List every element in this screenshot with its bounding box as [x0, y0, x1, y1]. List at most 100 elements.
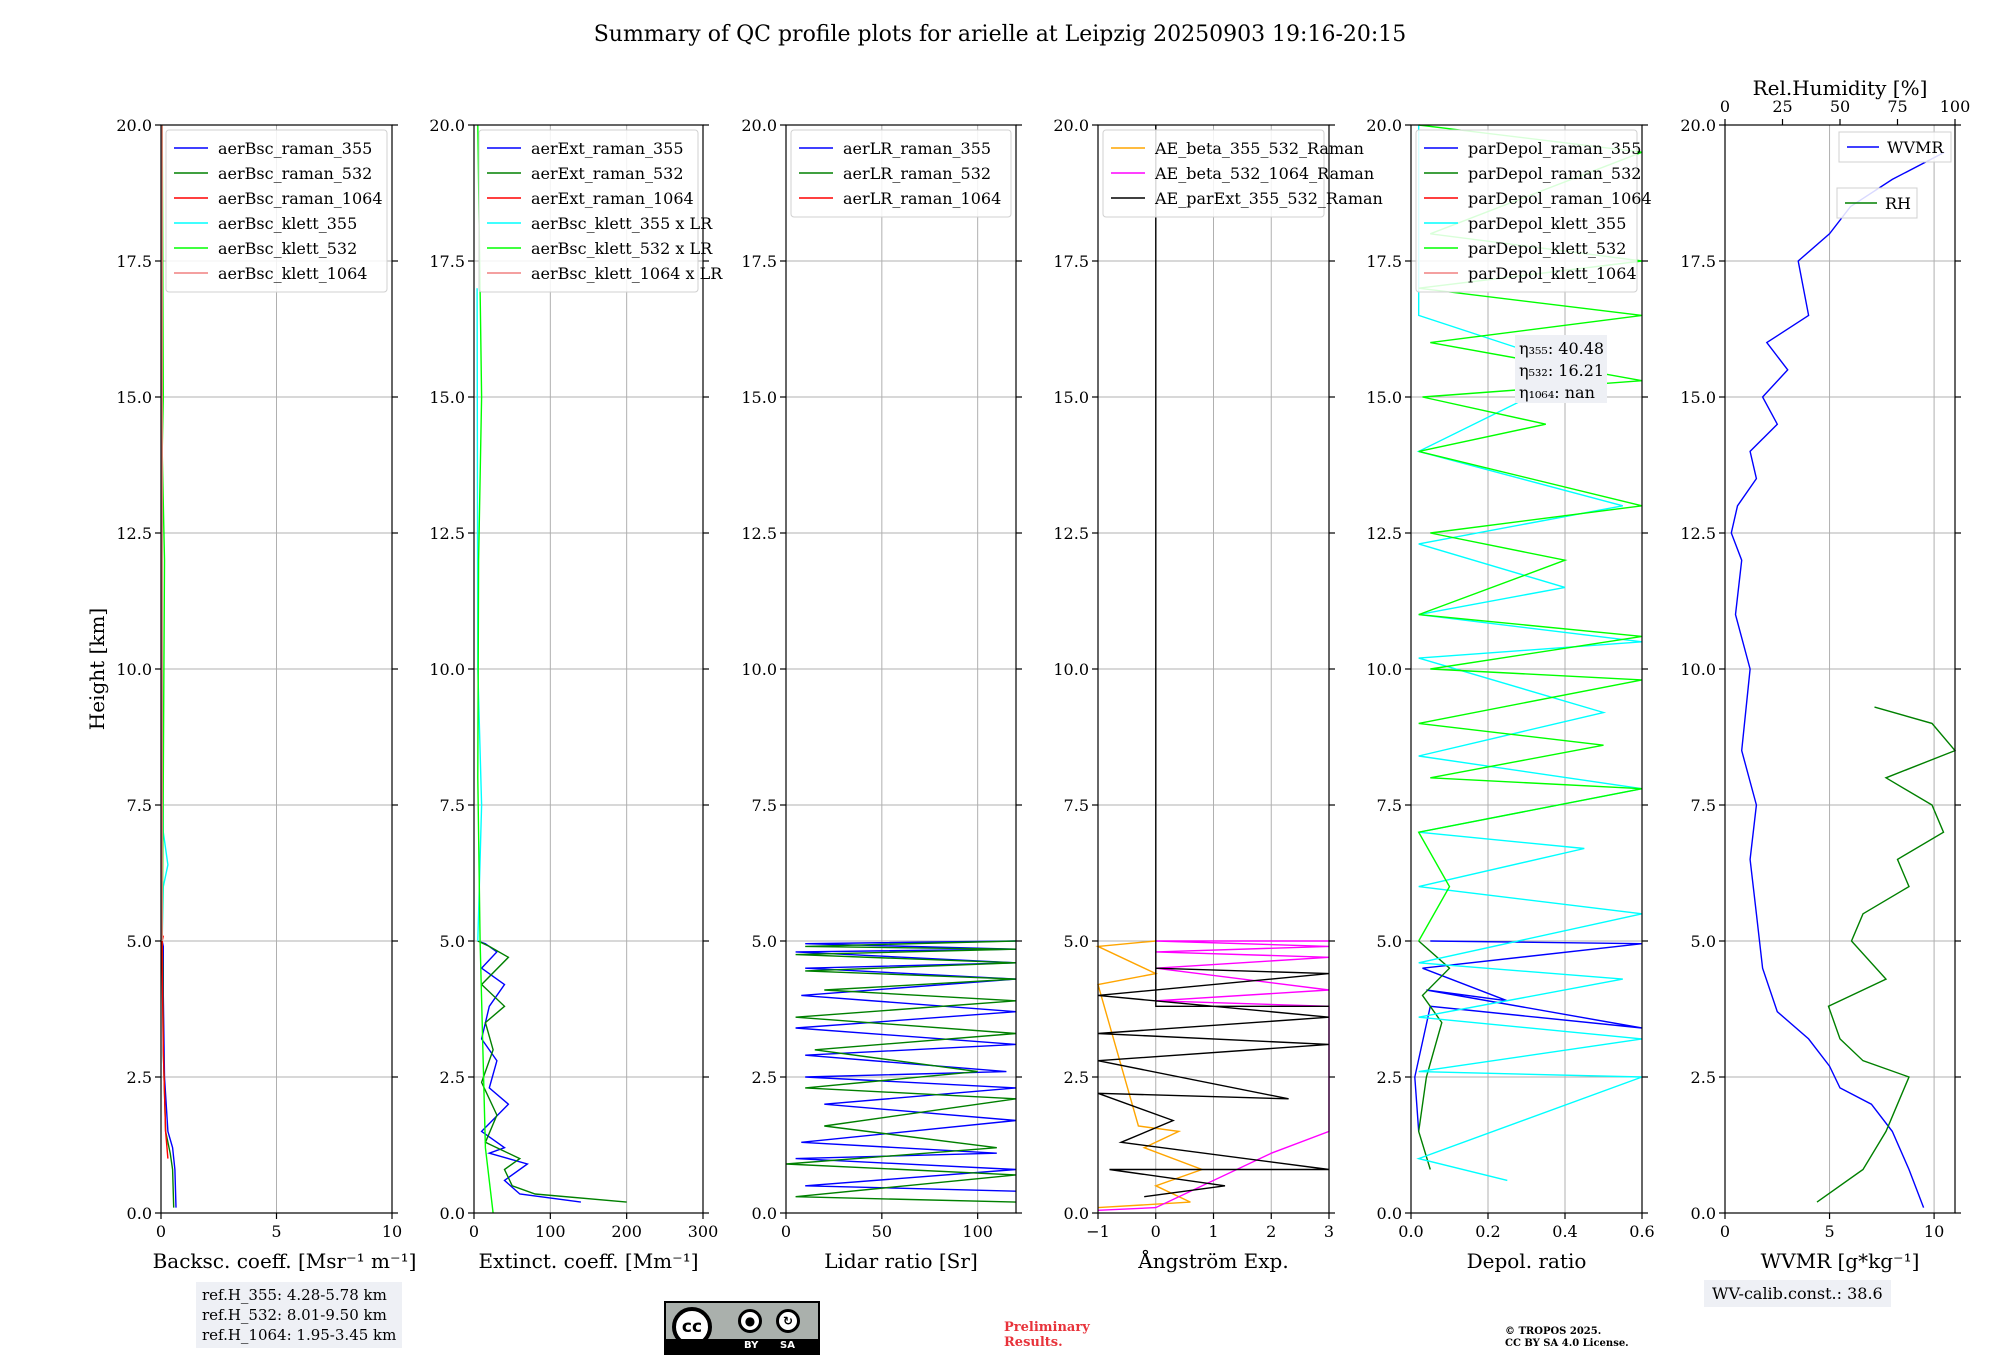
ytick-label: 5.0	[1064, 932, 1089, 951]
ytick-label: 12.5	[741, 524, 777, 543]
series-RH	[1816, 706, 1957, 1203]
ytick-label: 0.0	[752, 1204, 777, 1223]
panel-lr	[780, 124, 1022, 1219]
ref-height-355: ref.H_355: 4.28-5.78 km	[202, 1286, 387, 1304]
legend-label: parDepol_raman_355	[1468, 139, 1641, 158]
series-WVMR	[1730, 151, 1945, 1208]
annotation-eta: η₅₃₂: 16.21	[1519, 361, 1604, 380]
xaxis-label: Ångström Exp.	[1137, 1248, 1288, 1273]
ytick-label: 0.0	[1064, 1204, 1089, 1223]
ytick-label: 7.5	[1377, 796, 1402, 815]
legend-label: AE_beta_532_1064_Raman	[1154, 164, 1374, 183]
xaxis-label: WVMR [g*kg⁻¹]	[1761, 1249, 1920, 1273]
ytick-label: 2.5	[1064, 1068, 1089, 1087]
x2tick-label: 75	[1887, 97, 1907, 116]
ytick-label: 15.0	[116, 388, 152, 407]
ytick-label: 0.0	[1377, 1204, 1402, 1223]
xtick-label: 10	[382, 1222, 402, 1241]
legend-label: aerBsc_raman_532	[218, 164, 372, 183]
yaxis-label: Height [km]	[85, 608, 109, 730]
ytick-label: 12.5	[429, 524, 465, 543]
series-aerBsc_klett_532	[161, 124, 166, 942]
legend-label: aerBsc_klett_355	[218, 214, 357, 233]
annotation-eta: η₃₅₅: 40.48	[1519, 339, 1604, 358]
legend-label: WVMR	[1887, 138, 1944, 157]
preliminary-line-1: Preliminary	[1004, 1320, 1090, 1335]
legend-label: aerExt_raman_1064	[531, 189, 694, 208]
ytick-label: 15.0	[1053, 388, 1089, 407]
ytick-label: 17.5	[1366, 252, 1402, 271]
xtick-label: 1	[1208, 1222, 1218, 1241]
xtick-label: 0	[1720, 1222, 1730, 1241]
ytick-label: 10.0	[1053, 660, 1089, 679]
series-aerLR_raman_532	[785, 940, 1017, 1203]
ytick-label: 15.0	[741, 388, 777, 407]
share-alike-icon: ↻	[776, 1309, 800, 1333]
legend-label: aerBsc_raman_1064	[218, 189, 383, 208]
ytick-label: 0.0	[440, 1204, 465, 1223]
annotation-box	[1515, 335, 1607, 403]
ytick-label: 12.5	[116, 524, 152, 543]
x2tick-label: 0	[1720, 97, 1730, 116]
series-AE_beta_355_532_Raman	[1095, 940, 1205, 1209]
xtick-label: 100	[962, 1222, 993, 1241]
xtick-label: −1	[1086, 1222, 1110, 1241]
ytick-label: 15.0	[429, 388, 465, 407]
legend-label: aerBsc_klett_1064 x LR	[531, 264, 723, 283]
ytick-label: 10.0	[741, 660, 777, 679]
x2tick-label: 100	[1940, 97, 1971, 116]
legend-label: aerLR_raman_355	[843, 139, 991, 158]
preliminary-line-2: Results.	[1004, 1335, 1063, 1350]
cc-license-badge: cc ● ↻ BY SA	[664, 1301, 820, 1355]
ytick-label: 7.5	[752, 796, 777, 815]
ytick-label: 20.0	[741, 116, 777, 135]
ytick-label: 20.0	[1053, 116, 1089, 135]
legend-label: aerExt_raman_355	[531, 139, 684, 158]
copyright-line-2: CC BY SA 4.0 License.	[1505, 1338, 1629, 1349]
ytick-label: 17.5	[1053, 252, 1089, 271]
badge-by-label: BY	[744, 1340, 759, 1351]
legend-label: aerLR_raman_532	[843, 164, 991, 183]
ytick-label: 5.0	[1377, 932, 1402, 951]
ytick-label: 12.5	[1366, 524, 1402, 543]
badge-sa-label: SA	[780, 1340, 795, 1351]
ytick-label: 20.0	[429, 116, 465, 135]
xaxis-label: Extinct. coeff. [Mm⁻¹]	[478, 1249, 698, 1273]
legend-label: parDepol_raman_1064	[1468, 189, 1652, 208]
xaxis-label: Backsc. coeff. [Msr⁻¹ m⁻¹]	[153, 1249, 417, 1273]
series-aerBsc_klett_532 x LR	[477, 124, 494, 1214]
ytick-label: 20.0	[116, 116, 152, 135]
ref-height-532: ref.H_532: 8.01-9.50 km	[202, 1306, 387, 1324]
legend-label: AE_beta_355_532_Raman	[1154, 139, 1364, 158]
ytick-label: 17.5	[1680, 252, 1716, 271]
ytick-label: 15.0	[1366, 388, 1402, 407]
legend-box	[790, 129, 1012, 218]
series-aerExt_raman_532	[477, 940, 627, 1203]
legend-label: aerBsc_raman_355	[218, 139, 372, 158]
ytick-label: 10.0	[1366, 660, 1402, 679]
series-parDepol_raman_355	[1414, 940, 1643, 1132]
wv-calibration-box: WV-calib.const.: 38.6	[1704, 1280, 1891, 1307]
annotation-eta: η₁₀₆₄: nan	[1519, 383, 1595, 402]
xtick-label: 100	[535, 1222, 566, 1241]
panel-bsc	[155, 124, 398, 1219]
xtick-label: 300	[688, 1222, 719, 1241]
figure-title: Summary of QC profile plots for arielle …	[593, 22, 1407, 47]
ytick-label: 20.0	[1680, 116, 1716, 135]
preliminary-note: Preliminary Results.	[1004, 1320, 1090, 1350]
copyright-line-1: © TROPOS 2025.	[1505, 1326, 1602, 1337]
legend-box	[1102, 129, 1325, 218]
ytick-label: 12.5	[1053, 524, 1089, 543]
xaxis-label: Lidar ratio [Sr]	[824, 1249, 978, 1273]
ytick-label: 5.0	[127, 932, 152, 951]
ytick-label: 10.0	[116, 660, 152, 679]
legend-label: aerExt_raman_532	[531, 164, 684, 183]
xtick-label: 50	[872, 1222, 892, 1241]
xtick-label: 0	[1151, 1222, 1161, 1241]
legend-label: aerBsc_klett_1064	[218, 264, 367, 283]
badge-bar	[666, 1339, 818, 1353]
legend-label: parDepol_klett_355	[1468, 214, 1626, 233]
legend-label: aerBsc_klett_532	[218, 239, 357, 258]
ytick-label: 2.5	[1377, 1068, 1402, 1087]
xaxis-label: Depol. ratio	[1467, 1249, 1587, 1273]
